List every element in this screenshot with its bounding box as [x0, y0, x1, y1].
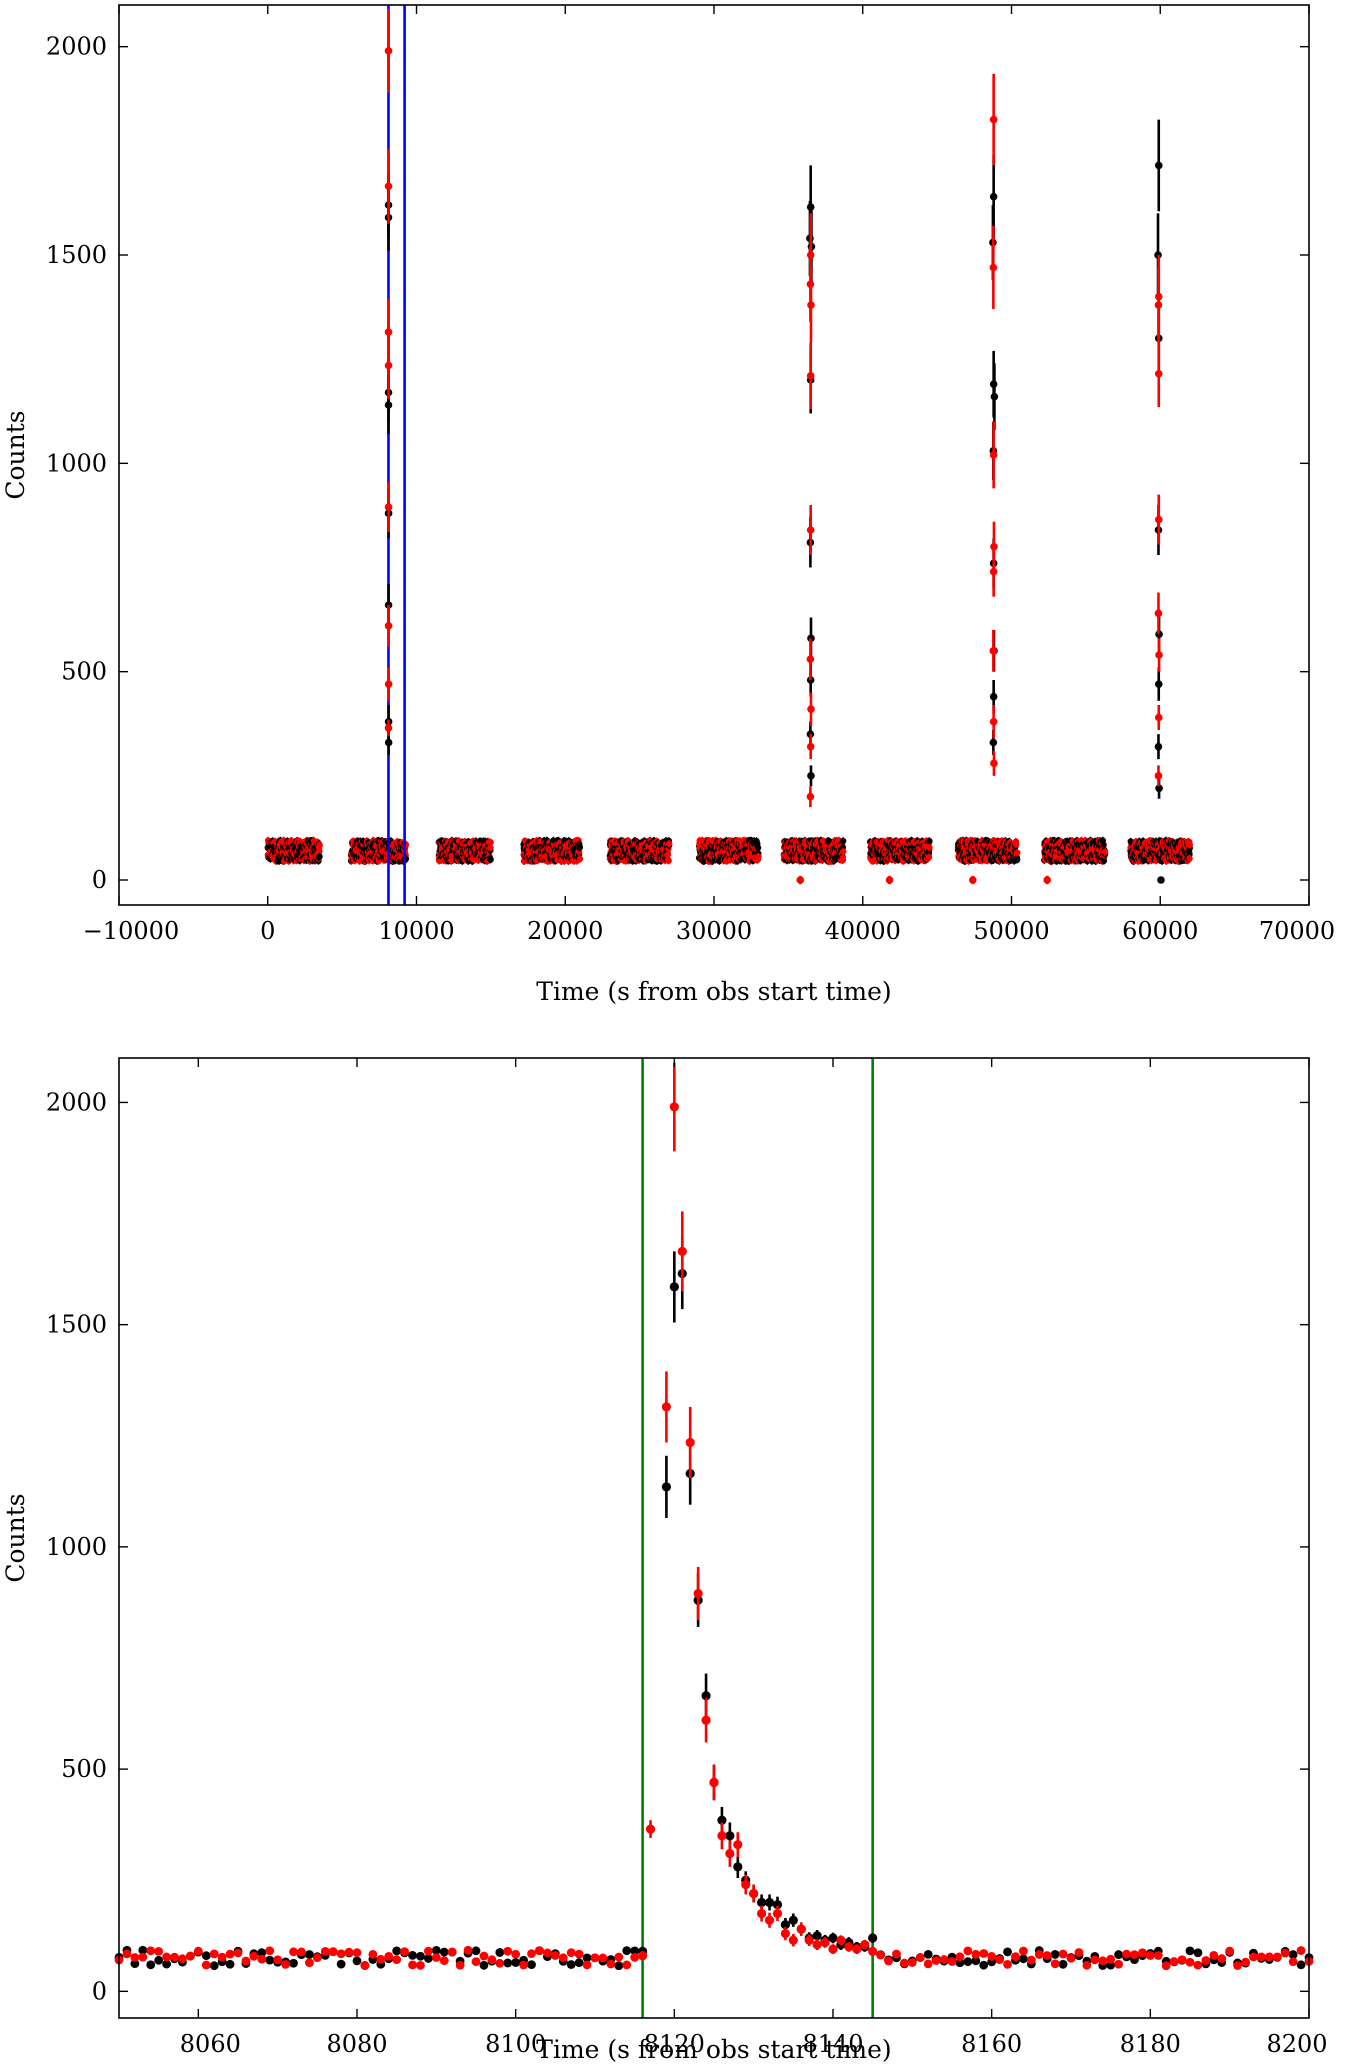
- baseline-point: [576, 844, 584, 851]
- baseline-point: [316, 848, 323, 855]
- baseline-point: [316, 841, 323, 849]
- baseline-point: [487, 844, 494, 851]
- top-plot-frame: [119, 5, 1309, 905]
- baseline-point: [316, 853, 323, 860]
- top-chart-panel: −10000 0 10000 20000 30000 40000 50000 60000 700…: [1, 4, 1335, 1006]
- baseline-point: [665, 857, 672, 864]
- baseline-point: [487, 856, 494, 863]
- baseline-point: [487, 839, 494, 846]
- baseline-point: [755, 853, 762, 860]
- baseline-point: [665, 840, 673, 847]
- baseline-point: [576, 855, 584, 863]
